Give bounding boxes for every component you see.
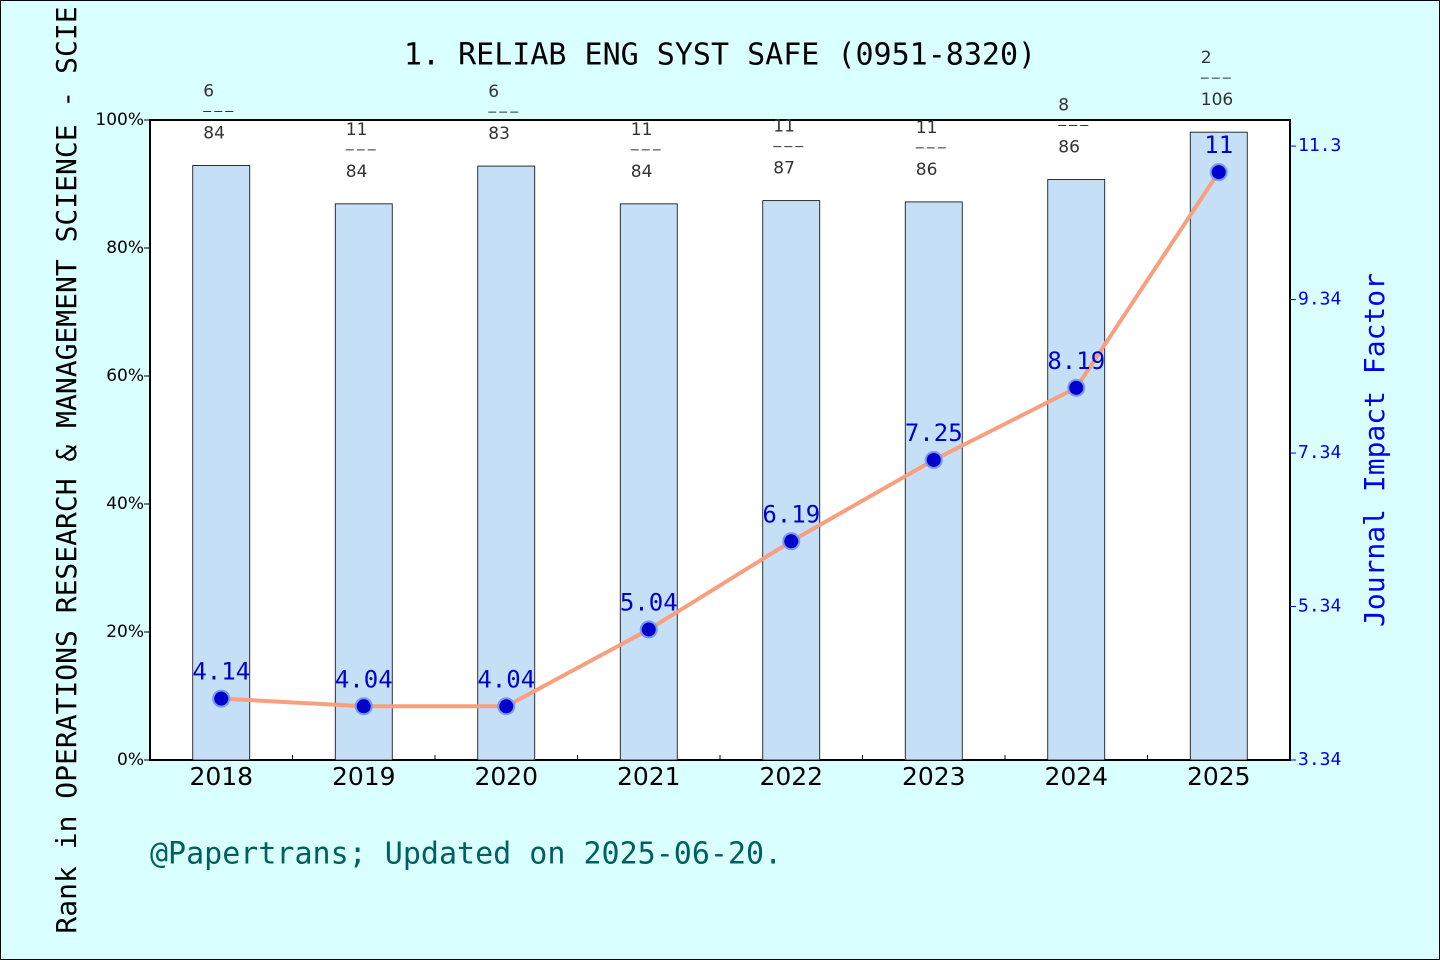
y-tick-label: 60% — [106, 366, 144, 386]
bar — [619, 203, 678, 761]
point-label: 4.14 — [192, 658, 250, 686]
bar — [904, 201, 963, 761]
x-tick-label: 2018 — [189, 762, 253, 791]
total-label: 87 — [773, 159, 795, 179]
point — [497, 697, 516, 716]
point-label: 7.25 — [905, 419, 963, 447]
point-label: 6.19 — [762, 500, 820, 528]
y2-tick-label: 9.34 — [1298, 289, 1341, 310]
point — [782, 532, 801, 551]
bar — [1047, 179, 1106, 761]
total-label: 86 — [916, 160, 938, 180]
point — [639, 620, 658, 639]
chart-title: 1. RELIAB ENG SYST SAFE (0951-8320) — [404, 38, 1036, 73]
total-label: 83 — [488, 124, 510, 144]
x-tick-label: 2022 — [759, 762, 823, 791]
x-tick-label: 2024 — [1044, 762, 1108, 791]
point-label: 5.04 — [620, 589, 678, 617]
point — [354, 697, 373, 716]
rank-label: 6 — [203, 81, 214, 101]
total-label: 84 — [203, 123, 225, 143]
bar — [1189, 131, 1248, 761]
point-label: 8.19 — [1047, 347, 1105, 375]
point-label: 4.04 — [335, 665, 393, 693]
y-axis-label: Rank in OPERATIONS RESEARCH & MANAGEMENT… — [50, 6, 83, 933]
x-tick-label: 2021 — [617, 762, 681, 791]
x-tick-label: 2019 — [332, 762, 396, 791]
total-label: 86 — [1058, 138, 1080, 158]
y2-tick-label: 3.34 — [1298, 749, 1341, 770]
rank-label: 6 — [488, 82, 499, 102]
y-tick-label: 100% — [95, 110, 144, 130]
y-tick-label: 20% — [106, 622, 144, 642]
y2-tick-label: 11.3 — [1298, 135, 1341, 156]
bar — [334, 203, 393, 761]
plot-area — [149, 119, 1291, 761]
bar — [762, 200, 821, 761]
total-label: 84 — [346, 162, 368, 182]
point — [1209, 163, 1228, 182]
rank-label: 11 — [916, 118, 938, 138]
bar — [477, 165, 536, 761]
y-tick-label: 0% — [117, 750, 144, 770]
x-tick-label: 2025 — [1187, 762, 1251, 791]
point — [212, 689, 231, 708]
point-label: 11 — [1204, 131, 1233, 159]
point-label: 4.04 — [477, 665, 535, 693]
rank-label: 8 — [1058, 96, 1069, 116]
point — [924, 450, 943, 469]
rank-label: 11 — [631, 120, 653, 140]
y-tick-label: 40% — [106, 494, 144, 514]
total-label: 84 — [631, 162, 653, 182]
y2-axis-label: Journal Impact Factor — [1358, 273, 1391, 627]
rank-label: 11 — [773, 117, 795, 137]
rank-label: 11 — [346, 120, 368, 140]
y2-tick-label: 5.34 — [1298, 596, 1341, 617]
y-tick-label: 80% — [106, 238, 144, 258]
rank-label: 2 — [1201, 48, 1212, 68]
point — [1067, 378, 1086, 397]
y2-tick-label: 7.34 — [1298, 442, 1341, 463]
bar — [192, 165, 251, 761]
total-label: 106 — [1201, 90, 1233, 110]
line — [221, 171, 1221, 709]
footer: @Papertrans; Updated on 2025-06-20. — [150, 837, 782, 872]
x-tick-label: 2020 — [474, 762, 538, 791]
x-tick-label: 2023 — [902, 762, 966, 791]
